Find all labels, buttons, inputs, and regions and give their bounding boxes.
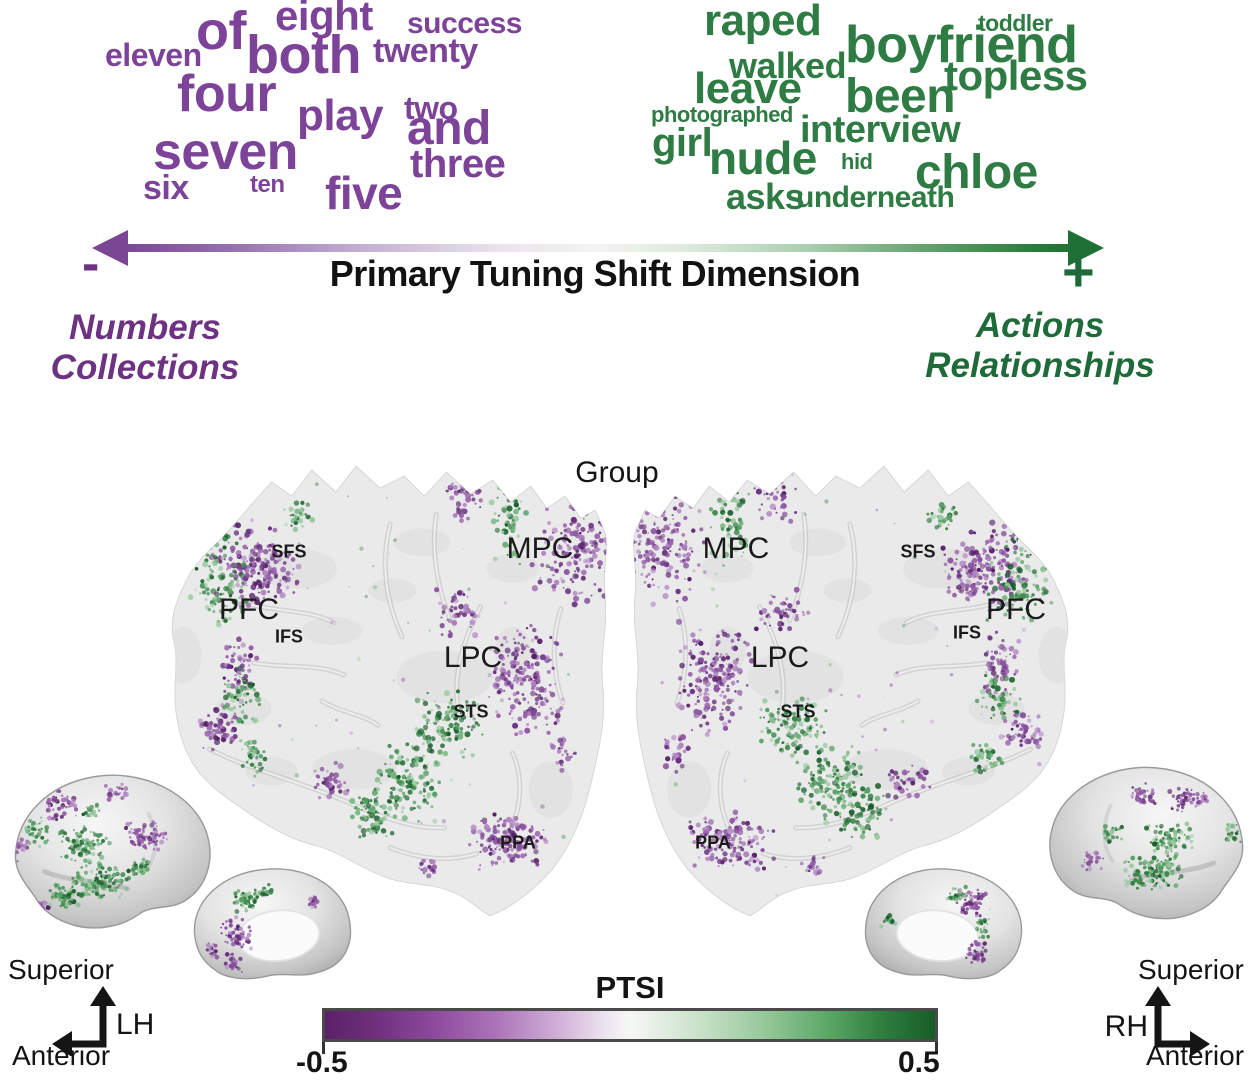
orientation-right-hemisphere: RH xyxy=(1104,1010,1148,1043)
negative-pole-line2: Collections xyxy=(50,347,240,387)
cloud-word: topless xyxy=(944,52,1088,99)
cloud-word: photographed xyxy=(651,102,793,127)
negative-pole-line1: Numbers xyxy=(69,308,221,347)
cloud-word: asks xyxy=(726,176,805,217)
cloud-word: raped xyxy=(704,0,822,45)
group-title: Group xyxy=(575,456,659,489)
inflated-brain-medial-right xyxy=(852,848,1038,988)
cloud-word: girl xyxy=(652,121,713,165)
cloud-word: walked xyxy=(729,45,847,86)
cloud-word: boyfriend xyxy=(845,16,1078,74)
positive-pole-line1: Actions xyxy=(975,306,1105,345)
orientation-right-superior: Superior xyxy=(1138,954,1244,985)
axis-arrow-right xyxy=(1190,1031,1210,1056)
cloud-word: of xyxy=(196,1,246,61)
cloud-word: success xyxy=(407,7,522,40)
cloud-word: eight xyxy=(275,0,373,39)
colorbar-tick-min xyxy=(322,1042,325,1054)
cloud-word: hid xyxy=(841,149,873,174)
cloud-word: eleven xyxy=(105,37,202,73)
dimension-title: Primary Tuning Shift Dimension xyxy=(329,253,861,294)
axis-arrow-up xyxy=(1145,986,1171,1006)
cloud-word: toddler xyxy=(978,10,1053,36)
inflated-brain-lateral-left xyxy=(2,750,224,942)
inflated-brain-lateral-right xyxy=(1036,740,1255,935)
cloud-word: five xyxy=(325,167,403,219)
cloud-word: six xyxy=(143,169,189,207)
plus-sign: + xyxy=(1062,240,1095,303)
colorbar-min-label: -0.5 xyxy=(296,1046,348,1079)
minus-sign: - xyxy=(82,235,100,293)
colorbar-tick-max xyxy=(935,1042,938,1054)
colorbar-title: PTSI xyxy=(595,970,665,1005)
orientation-left-hemisphere: LH xyxy=(116,1008,155,1041)
wordcloud-negative: eleven of eight success both twenty four play tw… xyxy=(0,0,1255,235)
cloud-word: chloe xyxy=(915,146,1038,199)
cloud-word: play xyxy=(297,91,384,140)
cloud-word: both xyxy=(246,25,361,85)
colorbar-max-label: 0.5 xyxy=(898,1046,940,1079)
positive-pole-line2: Relationships xyxy=(925,345,1155,385)
axis-lines xyxy=(1154,998,1192,1048)
flatmap-right-hemisphere xyxy=(618,450,1158,922)
flatmap-left-hemisphere xyxy=(90,450,614,922)
orientation-left-axes xyxy=(52,986,116,1056)
arrow-shaft xyxy=(124,244,1072,252)
orientation-right-anterior: Anterior xyxy=(1146,1040,1245,1071)
tuning-dimension-arrow xyxy=(92,230,1104,266)
cloud-word: underneath xyxy=(796,181,955,214)
arrow-head-left xyxy=(92,230,128,266)
cloud-word: twenty xyxy=(373,32,478,70)
cloud-word: been xyxy=(845,70,956,123)
cloud-word: ten xyxy=(250,171,285,198)
cloud-word: and xyxy=(407,102,491,155)
positive-pole-label: Actions Relationships xyxy=(925,306,1155,385)
cloud-word: four xyxy=(177,65,277,123)
arrow-head-right xyxy=(1068,230,1104,266)
wordcloud-positive: raped toddler boyfriend walked topless leave b… xyxy=(0,0,1255,235)
axis-arrow-up xyxy=(90,986,116,1006)
inflated-brain-medial-left xyxy=(178,848,364,988)
cloud-word: two xyxy=(404,90,458,126)
negative-pole-label: Numbers Collections xyxy=(30,308,260,387)
cloud-word: interview xyxy=(800,109,961,151)
orientation-left-superior: Superior xyxy=(8,954,114,985)
orientation-left-anterior: Anterior xyxy=(12,1040,111,1071)
cloud-word: three xyxy=(410,142,506,186)
axis-arrow-left xyxy=(52,1031,72,1056)
cloud-word: nude xyxy=(709,132,817,184)
cloud-word: seven xyxy=(153,123,298,181)
orientation-right-axes xyxy=(1145,986,1210,1056)
cloud-word: leave xyxy=(694,64,802,113)
colorbar xyxy=(322,1008,938,1042)
axis-lines xyxy=(70,998,107,1048)
